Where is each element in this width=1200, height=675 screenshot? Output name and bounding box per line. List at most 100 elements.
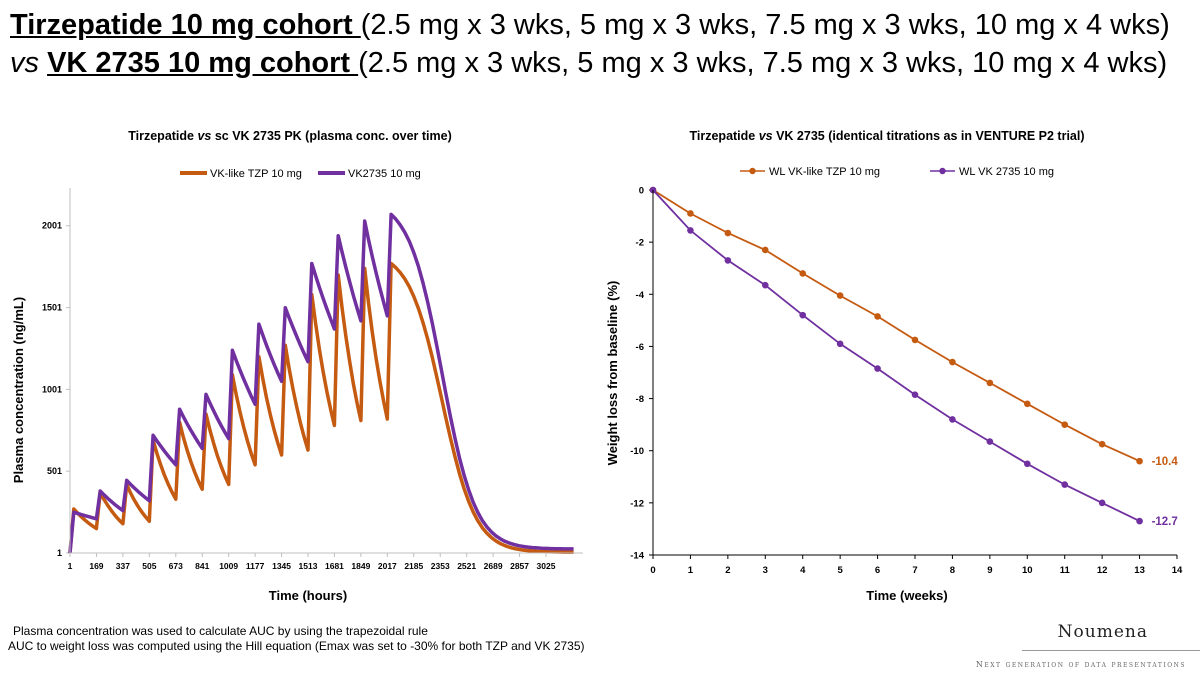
wl-point-vk — [649, 186, 657, 194]
pk-x-tick-label: 1513 — [299, 561, 318, 571]
wl-x-tick-label: 5 — [837, 565, 843, 576]
wl-x-tick-label: 8 — [950, 565, 955, 576]
wl-x-tick-label: 4 — [800, 565, 806, 576]
pk-legend-label-vk: VK2735 10 mg — [348, 168, 421, 180]
pk-x-tick-label: 1345 — [272, 561, 291, 571]
wl-point-tzp — [836, 292, 844, 299]
wl-point-tzp — [1023, 400, 1031, 408]
wl-chart-title: Tirzepatide vs VK 2735 (identical titrat… — [689, 129, 1084, 143]
wl-point-tzp — [724, 229, 732, 237]
pk-chart-title: Tirzepatide vs sc VK 2735 PK (plasma con… — [128, 129, 452, 143]
wl-x-tick-label: 0 — [650, 565, 655, 576]
pk-x-axis-label: Time (hours) — [269, 588, 348, 603]
pk-chart: Tirzepatide vs sc VK 2735 PK (plasma con… — [11, 129, 583, 603]
wl-point-tzp — [874, 313, 881, 320]
wl-y-tick-label: -2 — [636, 238, 644, 249]
footnotes: Plasma concentration was used to calcula… — [8, 624, 585, 654]
wl-point-vk — [836, 340, 844, 348]
wl-x-tick-label: 11 — [1060, 565, 1071, 576]
pk-x-tick-label: 1177 — [246, 561, 265, 571]
pk-series — [68, 212, 574, 554]
wl-point-tzp — [949, 358, 956, 366]
wl-y-tick-label: -12 — [630, 498, 644, 509]
pk-x-tick-label: 2521 — [457, 561, 476, 571]
weight-loss-chart: Tirzepatide vs VK 2735 (identical titrat… — [605, 129, 1183, 603]
slide-header: Tirzepatide 10 mg cohort (2.5 mg x 3 wks… — [10, 6, 1170, 82]
header-titration-tzp: (2.5 mg x 3 wks, 5 mg x 3 wks, 7.5 mg x … — [360, 9, 1170, 41]
wl-x-axis-label: Time (weeks) — [866, 588, 947, 603]
wl-legend-marker-vk — [939, 167, 946, 175]
footnote-hill: AUC to weight loss was computed using th… — [8, 639, 585, 653]
wl-point-vk — [986, 438, 994, 445]
wl-x-tick-label: 6 — [875, 565, 880, 576]
wl-series: -10.4 -12.7 — [649, 186, 1179, 528]
pk-x-tick-label: 841 — [195, 561, 209, 571]
pk-x-tick-label: 2857 — [510, 561, 529, 571]
wl-point-tzp — [1098, 440, 1106, 448]
pk-x-tick-label: 2353 — [431, 561, 450, 571]
wl-point-tzp — [799, 270, 807, 277]
brand-tagline: Next generation of data presentations — [975, 660, 1186, 669]
wl-x-tick-label: 2 — [725, 565, 730, 576]
pk-x-tick-label: 2689 — [484, 561, 503, 571]
wl-point-tzp — [1061, 421, 1069, 428]
wl-point-vk — [1136, 517, 1143, 525]
wl-point-tzp — [911, 336, 919, 344]
wl-y-tick-label: 0 — [639, 186, 644, 197]
wl-end-label-tzp: -10.4 — [1152, 456, 1179, 468]
wl-point-tzp — [761, 246, 769, 254]
brand-logo: Noumena — [1057, 622, 1148, 642]
wl-x-tick-label: 3 — [763, 565, 768, 576]
wl-point-vk — [1023, 460, 1031, 468]
wl-y-tick-label: -6 — [636, 342, 644, 353]
header-vs: vs — [10, 47, 48, 79]
brand-divider — [1022, 650, 1200, 651]
pk-y-tick-label: 2001 — [42, 221, 62, 231]
pk-x-tick-label: 3025 — [537, 561, 556, 571]
wl-point-vk — [874, 365, 881, 372]
pk-legend: VK-like TZP 10 mg VK2735 10 mg — [180, 168, 421, 180]
header-titration-vk: (2.5 mg x 3 wks, 5 mg x 3 wks, 7.5 mg x … — [358, 47, 1168, 79]
pk-series-line-vk — [68, 212, 574, 554]
wl-x-tick-label: 9 — [987, 565, 992, 576]
wl-y-tick-label: -8 — [636, 394, 644, 405]
header-line-1: Tirzepatide 10 mg cohort (2.5 mg x 3 wks… — [10, 6, 1170, 44]
wl-x-tick-label: 12 — [1097, 565, 1108, 576]
wl-y-axis-label: Weight loss from baseline (%) — [605, 281, 620, 466]
pk-y-axis-label: Plasma concentration (ng/mL) — [11, 297, 26, 483]
wl-y-tick-label: -10 — [630, 446, 644, 457]
wl-x-tick-label: 10 — [1022, 565, 1033, 576]
wl-point-vk — [1098, 499, 1106, 507]
wl-point-vk — [1061, 481, 1069, 488]
pk-y-tick-label: 501 — [47, 466, 62, 476]
pk-x-tick-label: 1009 — [219, 561, 238, 571]
wl-x-ticks: 0 1 2 3 4 5 6 7 8 9 10 11 12 13 14 — [650, 555, 1183, 576]
wl-legend: WL VK-like TZP 10 mg WL VK 2735 10 mg — [740, 166, 1054, 178]
wl-x-tick-label: 7 — [912, 565, 917, 576]
wl-point-vk — [911, 391, 919, 398]
pk-x-tick-label: 1681 — [325, 561, 344, 571]
pk-x-ticks: 1 169 337 505 673 841 1009 1177 1345 1513 1681 1849… — [68, 553, 556, 571]
pk-y-tick-label: 1501 — [42, 303, 62, 313]
wl-point-vk — [724, 257, 732, 264]
wl-end-label-vk: -12.7 — [1152, 516, 1178, 528]
wl-y-tick-label: -14 — [630, 551, 644, 562]
wl-series-line-vk — [652, 189, 1140, 522]
wl-legend-label-vk: WL VK 2735 10 mg — [959, 166, 1054, 178]
wl-legend-label-tzp: WL VK-like TZP 10 mg — [769, 166, 880, 178]
pk-y-tick-label: 1001 — [42, 384, 62, 394]
footnote-auc: Plasma concentration was used to calcula… — [13, 624, 428, 638]
wl-y-ticks: 0 -2 -4 -6 -8 -10 -12 -14 — [630, 186, 653, 562]
wl-point-tzp — [687, 210, 694, 217]
pk-series-line-tzp — [68, 261, 574, 554]
wl-point-vk — [949, 416, 956, 423]
header-cohort-vk: VK 2735 10 mg cohort — [47, 47, 359, 79]
header-line-2: vs VK 2735 10 mg cohort (2.5 mg x 3 wks,… — [10, 44, 1170, 82]
pk-x-tick-label: 1849 — [351, 561, 370, 571]
wl-x-tick-label: 14 — [1172, 565, 1183, 576]
wl-point-vk — [687, 227, 694, 234]
wl-point-vk — [799, 311, 807, 319]
pk-x-tick-label: 1 — [68, 561, 73, 571]
wl-x-tick-label: 13 — [1134, 565, 1145, 576]
